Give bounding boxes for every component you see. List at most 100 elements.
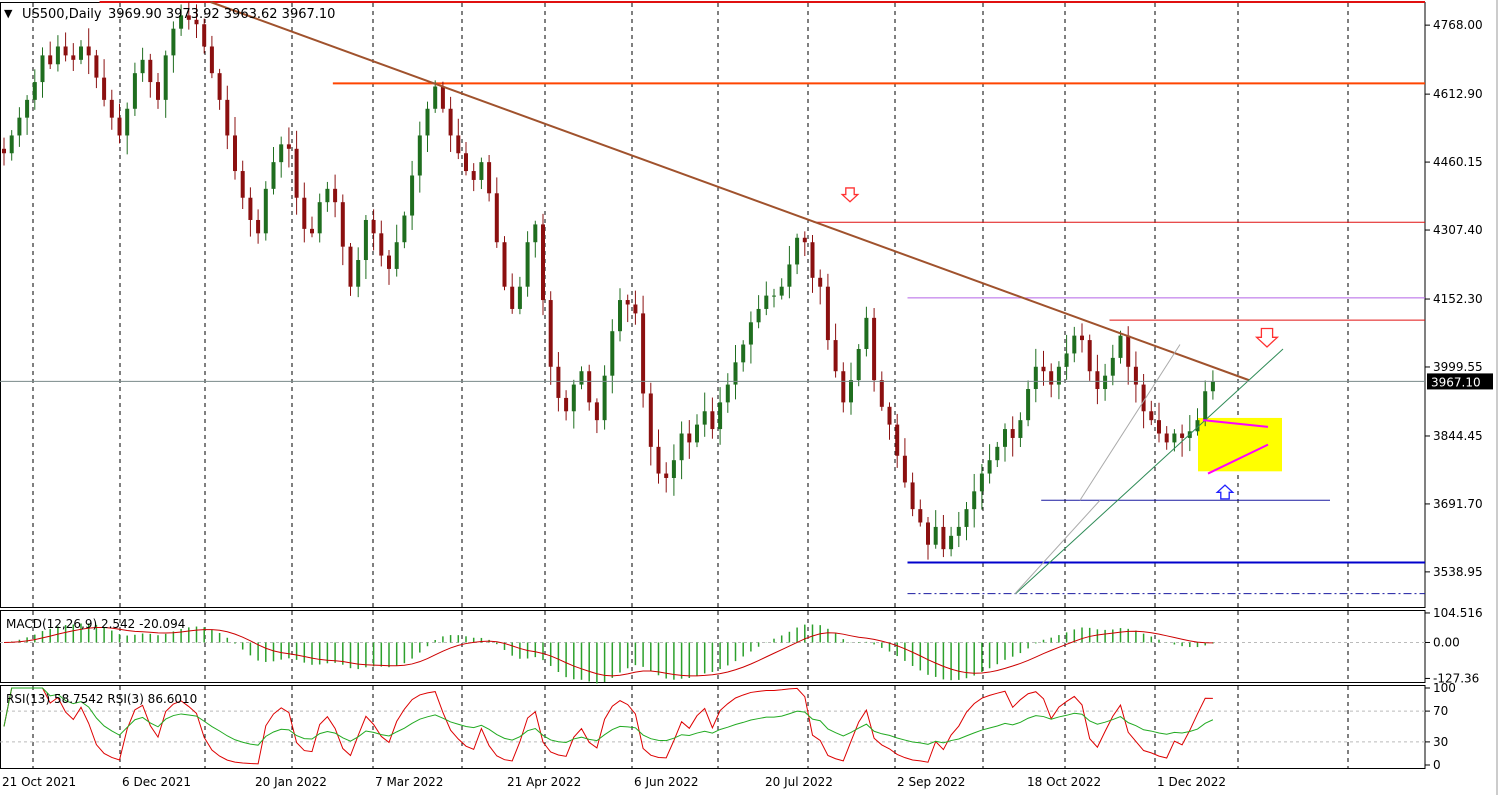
candle-bullish (671, 444, 676, 496)
candle-bullish (718, 387, 723, 445)
candle-body (1026, 389, 1031, 421)
candle-bullish (271, 147, 276, 195)
candle-body (340, 202, 345, 247)
candle-bearish (656, 429, 661, 484)
candle-body (641, 313, 646, 394)
candle-body (979, 473, 984, 492)
candle-bearish (887, 402, 892, 440)
macd-label: MACD(12,26,9) 2.542 -20.094 (6, 617, 185, 631)
candle-body (579, 371, 584, 385)
candle-bearish (1087, 334, 1092, 381)
candle-body (833, 340, 838, 372)
candle-bearish (186, 2, 191, 30)
arrow-up-dec (1215, 484, 1235, 500)
candle-body (32, 82, 37, 100)
candle-body (356, 260, 361, 287)
chart-title: US500,Daily (22, 7, 102, 22)
arrow-down-aug (840, 187, 860, 203)
candle-body (240, 171, 245, 198)
candle-body (55, 46, 60, 65)
candle-body (587, 371, 592, 403)
candle-body (625, 300, 630, 305)
candle-body (379, 233, 384, 256)
candle-body (464, 153, 468, 172)
candle-body (417, 135, 422, 176)
candle-body (887, 406, 892, 425)
candle-bullish (1072, 326, 1077, 363)
candle-body (425, 108, 430, 136)
candle-body (402, 215, 407, 243)
candle-bearish (294, 130, 299, 215)
chart-menu-icon[interactable]: ▼ (4, 7, 13, 20)
candle-body (448, 108, 453, 136)
candle-bearish (541, 213, 545, 316)
candle-bearish (202, 18, 207, 54)
candle-bullish (995, 441, 1000, 468)
candle-body (510, 286, 515, 309)
candle-bullish (1103, 363, 1108, 401)
triangle-lower-line (1207, 443, 1269, 475)
candle-body (1172, 433, 1177, 443)
candle-body (671, 460, 676, 478)
candle-bearish (387, 250, 391, 285)
candle-bullish (417, 121, 422, 193)
candle-body (1095, 371, 1100, 390)
candle-body (1064, 353, 1069, 367)
candle-body (633, 304, 638, 314)
candle-bearish (1164, 426, 1169, 450)
candle-bearish (872, 308, 877, 392)
candle-body (1180, 433, 1185, 438)
candle-bullish (1195, 408, 1200, 436)
candle-bearish (333, 174, 338, 218)
candle-bullish (695, 414, 699, 448)
candle-bullish (9, 130, 14, 161)
candle-bullish (602, 365, 607, 430)
candle-bearish (71, 43, 76, 71)
candle-bullish (849, 362, 853, 415)
trendline-main-downtrend (210, 1, 1250, 382)
candle-body (1118, 335, 1123, 358)
candle-bullish (949, 526, 954, 557)
candle-bearish (464, 141, 468, 176)
candle-bearish (687, 420, 692, 459)
rsi-axis-tick-label: 0 (1433, 758, 1441, 772)
candle-bullish (55, 35, 60, 72)
candle-body (71, 55, 76, 60)
candle-bullish (25, 95, 30, 135)
candle-bearish (1149, 400, 1154, 426)
candle-bullish (702, 392, 707, 437)
candle-bullish (772, 288, 776, 308)
candle-bullish (171, 21, 176, 73)
candle-body (2, 148, 6, 154)
candle-body (1080, 335, 1084, 341)
candle-bearish (1080, 323, 1084, 353)
candle-body (718, 402, 723, 430)
candle-bullish (764, 281, 769, 316)
candle-body (109, 99, 114, 118)
candle-bearish (1095, 354, 1100, 405)
candle-bearish (448, 96, 453, 152)
candles (2, 2, 1215, 560)
candle-bearish (2, 137, 6, 166)
candle-bearish (348, 243, 353, 296)
candle-body (294, 148, 299, 198)
candle-bearish (225, 85, 230, 150)
candle-bullish (987, 444, 992, 484)
candle-bullish (864, 306, 869, 357)
candle-bearish (1180, 424, 1185, 457)
candle-bullish (356, 247, 361, 298)
candle-body (1164, 433, 1169, 443)
candle-bearish (1049, 363, 1054, 398)
candle-body (926, 522, 930, 545)
candle-body (271, 162, 276, 189)
candle-body (564, 397, 569, 412)
candle-body (202, 24, 207, 47)
candle-bearish (109, 89, 114, 130)
candle-bullish (40, 47, 45, 98)
candle-bearish (502, 236, 507, 291)
candle-bearish (902, 438, 907, 488)
candle-bullish (17, 107, 22, 147)
candle-bearish (310, 216, 314, 238)
